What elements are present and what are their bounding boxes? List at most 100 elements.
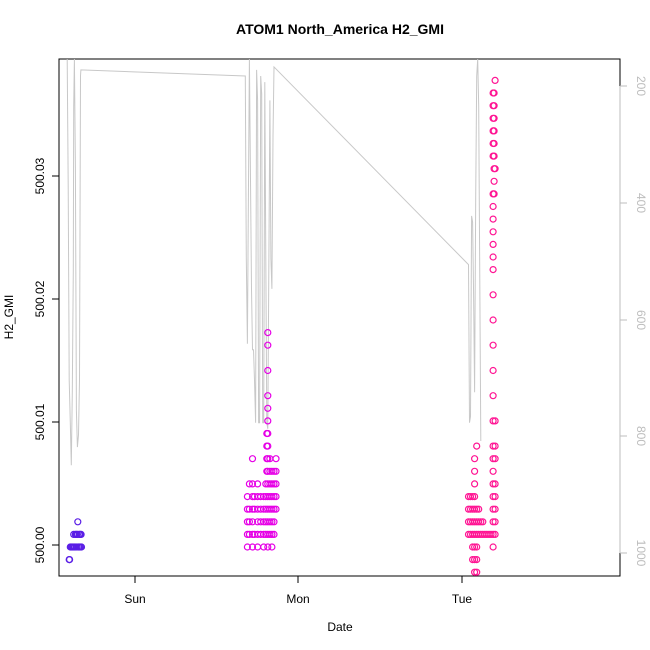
data-point xyxy=(491,165,499,173)
data-point xyxy=(489,417,497,425)
data-point xyxy=(268,518,276,526)
data-point xyxy=(245,518,253,526)
x-tick-label-sun: Sun xyxy=(124,592,145,606)
data-point xyxy=(479,518,487,526)
chart-title: ATOM1 North_America H2_GMI xyxy=(236,21,444,37)
data-point xyxy=(489,341,497,349)
data-point xyxy=(272,505,280,513)
data-point xyxy=(489,455,497,463)
data-point xyxy=(77,530,85,539)
data-point xyxy=(491,417,499,425)
data-point xyxy=(490,152,498,160)
data-point xyxy=(245,505,253,513)
data-point xyxy=(270,505,278,513)
data-point xyxy=(471,568,479,576)
data-point xyxy=(490,177,498,185)
data-point xyxy=(489,228,497,236)
data-point xyxy=(477,518,485,526)
x-tick-label-mon: Mon xyxy=(286,592,309,606)
data-point xyxy=(490,190,498,198)
data-point xyxy=(248,455,257,463)
data-point xyxy=(245,480,253,488)
data-point xyxy=(248,543,257,551)
data-point xyxy=(248,493,257,501)
data-point xyxy=(257,518,265,526)
y-tick-label-500-01: 500.01 xyxy=(33,403,47,440)
data-point xyxy=(264,429,272,438)
data-point xyxy=(489,316,497,324)
data-point xyxy=(489,480,497,488)
data-point xyxy=(471,480,479,488)
data-point xyxy=(270,467,278,475)
data-point xyxy=(489,366,497,375)
data-point xyxy=(264,392,272,400)
data-point xyxy=(471,543,479,551)
data-point xyxy=(257,493,265,501)
data-point xyxy=(264,404,272,412)
data-point xyxy=(473,442,481,450)
data-point xyxy=(491,518,499,526)
data-point xyxy=(489,392,497,400)
data-point xyxy=(473,505,481,513)
data-point xyxy=(243,505,251,513)
data-point xyxy=(257,505,265,513)
data-point xyxy=(489,253,497,261)
data-point xyxy=(268,530,276,539)
data-point xyxy=(489,467,497,475)
data-point xyxy=(491,505,499,513)
data-point xyxy=(248,480,257,488)
data-point xyxy=(270,530,278,539)
data-point xyxy=(270,518,278,526)
y-tick-label-500-00: 500.00 xyxy=(33,526,47,563)
data-point xyxy=(475,505,483,513)
data-point xyxy=(264,341,272,349)
data-point xyxy=(489,442,497,450)
data-point xyxy=(257,530,265,539)
data-point xyxy=(491,493,499,501)
y-tick-label-500-02: 500.02 xyxy=(33,280,47,317)
data-point xyxy=(491,76,499,85)
data-point xyxy=(489,215,497,223)
data-point xyxy=(490,127,498,135)
data-point xyxy=(268,493,276,501)
data-point xyxy=(471,455,479,463)
data-point xyxy=(270,480,278,488)
data-point xyxy=(489,505,497,513)
data-point xyxy=(264,417,272,425)
data-point xyxy=(471,505,479,513)
data-point xyxy=(264,329,272,337)
data-point xyxy=(264,366,272,375)
plot-frame xyxy=(58,58,621,577)
data-point xyxy=(490,139,498,148)
y2-tick-label-400: 400 xyxy=(634,193,648,213)
data-point xyxy=(491,480,499,488)
data-point xyxy=(471,493,479,501)
data-point xyxy=(489,266,497,274)
data-point xyxy=(264,455,272,463)
y-axis-title: H2_GMI xyxy=(2,295,16,340)
data-point xyxy=(248,530,257,539)
data-point xyxy=(466,493,475,501)
data-point xyxy=(264,442,272,450)
data-point xyxy=(489,240,497,248)
data-point xyxy=(490,89,498,97)
data-point xyxy=(473,568,481,576)
data-point xyxy=(487,530,495,539)
data-point xyxy=(473,543,481,551)
y2-tick-label-800: 800 xyxy=(634,426,648,446)
data-point xyxy=(268,543,276,551)
data-point xyxy=(245,530,253,539)
data-point xyxy=(491,442,499,450)
data-point xyxy=(268,505,276,513)
data-point xyxy=(243,543,251,551)
y2-tick-label-200: 200 xyxy=(634,76,648,96)
data-point xyxy=(248,518,257,526)
data-point xyxy=(272,480,280,488)
data-point xyxy=(471,467,479,475)
series-layer xyxy=(65,58,499,576)
data-point xyxy=(266,518,274,526)
data-point xyxy=(469,493,477,501)
data-point xyxy=(74,518,82,526)
data-point xyxy=(473,555,481,564)
